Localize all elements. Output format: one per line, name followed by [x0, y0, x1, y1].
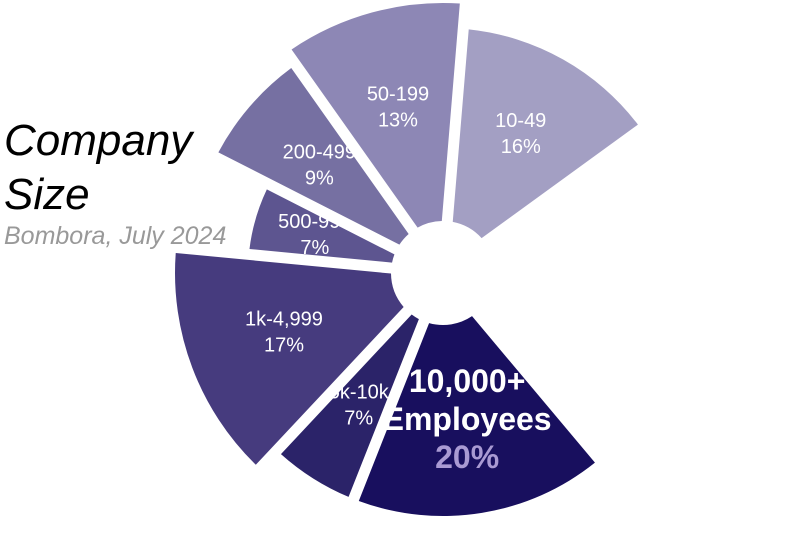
slice-label-7-category: 10-49 — [495, 110, 546, 132]
slice-label-1-category: 10,000+ — [409, 363, 526, 399]
slice-label-6-percent: 13% — [378, 109, 418, 131]
slice-label-4-category: 500-999 — [278, 211, 351, 233]
slice-label-6-category: 50-199 — [367, 83, 429, 105]
slice-label-1-category: Employees — [383, 401, 552, 437]
chart-subtitle: Bombora, July 2024 — [4, 222, 227, 250]
pie-slice-5 — [218, 68, 409, 245]
slice-label-2-percent: 7% — [344, 407, 373, 429]
pie-slice-1 — [358, 316, 595, 516]
pie-slice-6 — [291, 2, 460, 228]
slice-label-4-percent: 7% — [300, 237, 329, 259]
slice-label-1-percent: 20% — [435, 439, 499, 475]
pie-slice-7 — [452, 29, 638, 239]
pie-slice-2 — [280, 314, 419, 497]
slice-label-5-percent: 9% — [305, 167, 334, 189]
chart-title: Company Size — [4, 116, 193, 219]
slice-label-7-percent: 16% — [501, 136, 541, 158]
pie-slice-3 — [175, 252, 404, 465]
slice-label-3-category: 1k-4,999 — [245, 308, 323, 330]
slice-label-2-category: 5k-10k — [329, 381, 390, 403]
slice-label-3-percent: 17% — [264, 334, 304, 356]
pie-slice-4 — [249, 189, 395, 263]
slice-label-5-category: 200-499 — [283, 141, 356, 163]
